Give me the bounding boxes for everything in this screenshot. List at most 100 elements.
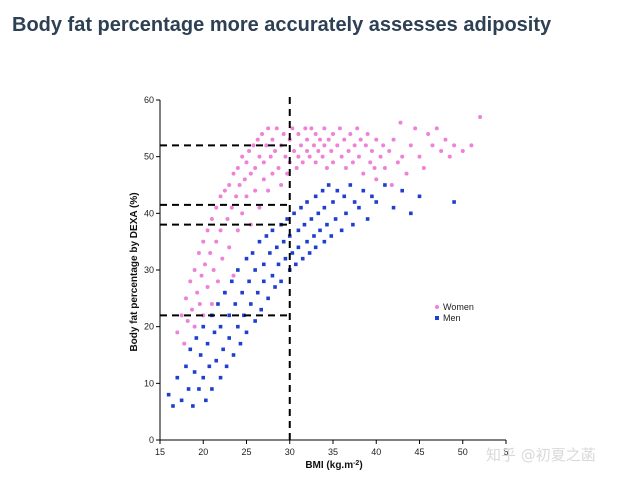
- men-point: [266, 296, 270, 301]
- women-point: [307, 154, 312, 159]
- women-point: [305, 137, 310, 142]
- women-point: [253, 188, 258, 193]
- men-point: [179, 398, 184, 403]
- women-point: [343, 166, 348, 170]
- women-point: [452, 143, 457, 148]
- women-point: [350, 160, 355, 165]
- men-point: [348, 183, 353, 187]
- women-point: [264, 143, 269, 148]
- men-point: [194, 336, 199, 340]
- men-point: [281, 239, 286, 244]
- men-point: [253, 268, 257, 272]
- women-point: [374, 177, 379, 182]
- women-point: [175, 330, 180, 335]
- men-point: [305, 239, 309, 244]
- men-point: [296, 245, 301, 250]
- women-point: [356, 154, 361, 159]
- women-point: [294, 166, 299, 170]
- men-point: [283, 256, 288, 261]
- women-point: [337, 126, 342, 131]
- women-point: [225, 217, 230, 221]
- women-point: [214, 239, 219, 244]
- men-point: [240, 290, 244, 295]
- men-point: [333, 217, 338, 221]
- women-point: [273, 149, 278, 153]
- women-point: [358, 137, 363, 142]
- women-point: [421, 166, 426, 170]
- men-point: [204, 398, 208, 403]
- women-point: [257, 205, 262, 210]
- women-point: [361, 171, 366, 176]
- men-point: [205, 341, 210, 346]
- women-point: [374, 137, 379, 142]
- women-point: [270, 137, 275, 142]
- men-point: [351, 222, 355, 227]
- women-point: [247, 149, 252, 153]
- x-tick-label: 15: [155, 447, 165, 457]
- men-point: [253, 319, 257, 323]
- women-point: [268, 154, 273, 159]
- slide-title: Body fat percentage more accurately asse…: [12, 14, 552, 36]
- women-point: [255, 137, 260, 142]
- x-tick-label: 50: [458, 447, 468, 457]
- women-point: [378, 154, 383, 159]
- x-axis-title-main: BMI (kg.m: [305, 460, 353, 471]
- men-point: [197, 387, 201, 391]
- men-point: [224, 364, 229, 369]
- women-point: [309, 126, 314, 131]
- men-point: [236, 324, 240, 329]
- x-tick-label: 45: [414, 447, 424, 457]
- men-point: [207, 364, 212, 369]
- y-tick-label: 40: [144, 208, 154, 218]
- women-point: [285, 171, 290, 176]
- men-point: [184, 364, 188, 369]
- women-point: [261, 177, 266, 182]
- men-point: [299, 205, 303, 210]
- x-tick-label: 40: [371, 447, 381, 457]
- women-point: [235, 166, 240, 170]
- men-point: [292, 211, 296, 216]
- men-point: [322, 239, 327, 244]
- women-point: [335, 143, 340, 148]
- x-axis-title-superscript: -2: [353, 460, 359, 467]
- men-point: [212, 330, 217, 335]
- women-point: [283, 154, 288, 159]
- men-point: [276, 262, 281, 267]
- men-point: [322, 205, 327, 210]
- women-point: [240, 154, 245, 159]
- x-tick-label: 25: [241, 447, 251, 457]
- women-point: [261, 160, 266, 165]
- legend-marker-women: [435, 305, 439, 309]
- women-point: [352, 143, 357, 148]
- men-point: [262, 279, 266, 284]
- men-point: [262, 262, 266, 267]
- women-point: [218, 194, 223, 199]
- women-point: [237, 183, 242, 187]
- women-point: [339, 154, 344, 159]
- men-point: [221, 347, 225, 352]
- women-point: [322, 143, 327, 148]
- women-point: [447, 154, 452, 159]
- y-tick-label: 20: [144, 322, 154, 332]
- women-point: [222, 188, 227, 193]
- men-point: [365, 217, 370, 221]
- women-point: [192, 324, 197, 329]
- women-point: [227, 245, 232, 250]
- women-point: [196, 251, 201, 255]
- men-point: [296, 228, 301, 233]
- men-point: [227, 313, 231, 318]
- women-point: [270, 171, 275, 176]
- legend-label-women: Women: [443, 302, 474, 312]
- women-point: [313, 132, 318, 136]
- women-point: [404, 171, 409, 176]
- y-axis-title: Body fat percentage by DEXA (%): [129, 192, 140, 351]
- men-point: [227, 336, 231, 340]
- women-point: [389, 183, 394, 187]
- men-point: [383, 183, 387, 187]
- women-point: [408, 143, 413, 148]
- women-point: [400, 154, 405, 159]
- women-point: [266, 126, 271, 131]
- women-point: [260, 132, 265, 136]
- men-point: [210, 387, 214, 391]
